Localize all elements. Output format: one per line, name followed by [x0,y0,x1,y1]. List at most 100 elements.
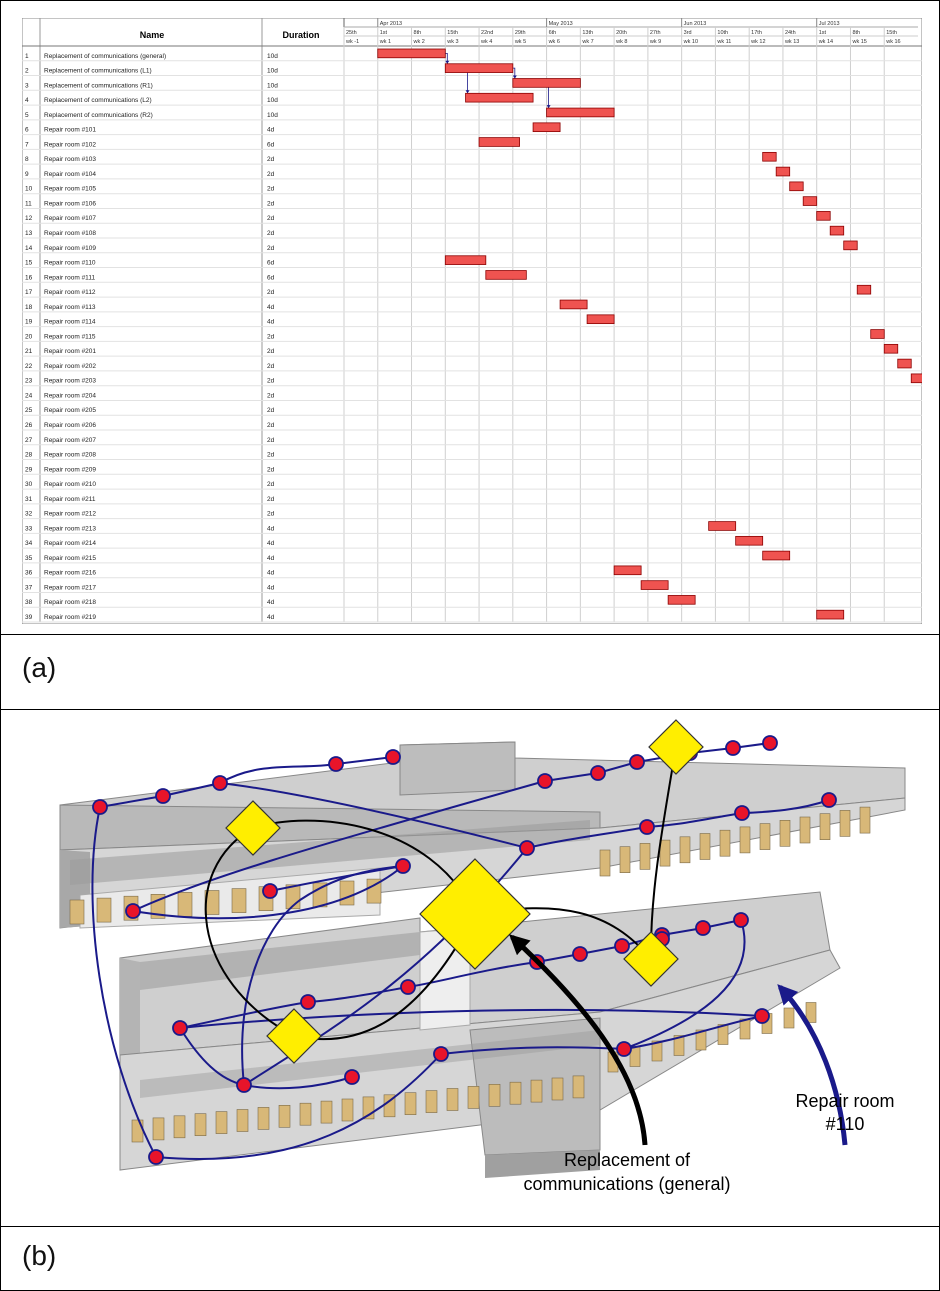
room-node [344,1069,360,1085]
week-day-label: 10th [717,30,728,36]
task-id: 3 [25,82,29,89]
week-day-label: 6th [549,30,557,36]
task-bar [802,196,818,206]
network-edge [91,806,157,1158]
room-node [236,1077,252,1093]
task-bar [789,181,804,192]
window [719,829,731,857]
gantt-grid [22,18,922,623]
window [96,897,112,923]
window [299,1102,312,1126]
window [695,1029,707,1051]
task-name: Replacement of communications (R2) [44,112,153,119]
week-day-label: 17th [751,30,762,36]
task-bar [512,78,581,88]
gantt-header: Name Duration [140,30,320,40]
panel-a-divider [0,634,940,635]
window [679,836,691,864]
week-day-label: 25th [346,30,357,36]
dependency-arrowhead [512,75,517,79]
task-id: 37 [25,584,33,591]
task-name: Repair room #108 [44,230,96,237]
task-name: Repair room #201 [44,348,96,355]
room-node [639,819,655,835]
task-bar [586,314,615,325]
repair-room-arrow [777,984,848,1146]
task-duration: 2d [267,230,275,237]
repair-room-callout-line1: Repair room [795,1091,894,1111]
week-number-label: wk 14 [818,39,833,45]
window [799,816,811,844]
week-day-label: 29th [515,30,526,36]
window [150,894,166,919]
room-node [400,979,416,995]
task-duration: 2d [267,215,275,222]
room-node [754,1008,770,1024]
task-bar [444,255,487,265]
room-node [385,749,401,765]
week-number-label: wk 10 [683,39,698,45]
window [177,892,193,917]
gantt-background [22,18,922,624]
month-label: Jun 2013 [684,21,707,27]
task-duration: 2d [267,156,275,163]
task-id: 29 [25,466,33,473]
task-name: Repair room #101 [44,127,96,134]
network-edge [132,780,546,912]
repair-room-callout-line2: #110 [826,1114,865,1134]
window [231,888,247,913]
window [859,806,871,834]
network-edge [155,1053,442,1161]
task-id: 19 [25,319,33,326]
duration-column-header: Duration [283,30,320,40]
room-node [262,883,278,899]
building-scene: Repair room #110 Replacement of communic… [59,719,906,1194]
window [366,878,382,904]
task-id: 27 [25,437,33,444]
month-label: May 2013 [549,21,573,27]
window [739,1018,751,1040]
window [717,1024,729,1045]
week-day-label: 1st [819,30,827,36]
task-id: 33 [25,525,33,532]
task-duration: 2d [267,200,275,207]
task-duration: 4d [267,555,275,562]
week-number-label: wk 5 [514,39,526,45]
task-rows: 1 Replacement of communications (general)… [25,53,278,621]
week-day-label: 15th [447,30,458,36]
communication-diamond-l2 [266,1008,322,1064]
task-name: Repair room #204 [44,392,96,399]
communication-diamond-l1 [225,800,281,856]
task-duration: 4d [267,127,275,134]
task-bar [775,166,791,177]
room-node [537,773,553,789]
task-duration: 10d [267,53,278,60]
room-node [695,920,711,936]
task-bar [559,299,588,310]
window [651,1040,663,1062]
week-day-label: 3rd [684,30,692,36]
window [739,826,751,854]
task-id: 31 [25,496,33,503]
task-id: 1 [25,53,29,60]
month-label: Jul 2013 [819,21,840,27]
task-duration: 2d [267,186,275,193]
task-duration: 4d [267,584,275,591]
task-bar [843,240,858,251]
week-day-label: 13th [582,30,593,36]
week-day-label: 8th [852,30,860,36]
task-bar [444,63,514,73]
window [131,1119,144,1143]
task-name: Repair room #109 [44,245,96,252]
week-day-label: 20th [616,30,627,36]
task-duration: 2d [267,245,275,252]
task-id: 38 [25,599,33,606]
task-id: 12 [25,215,33,222]
task-name: Repair room #114 [44,319,96,326]
room-node [328,756,344,772]
dependency-arrowhead [445,60,450,64]
task-id: 16 [25,274,33,281]
task-duration: 4d [267,614,275,621]
room-node [590,765,606,781]
communication-diamond-r2 [623,931,679,987]
